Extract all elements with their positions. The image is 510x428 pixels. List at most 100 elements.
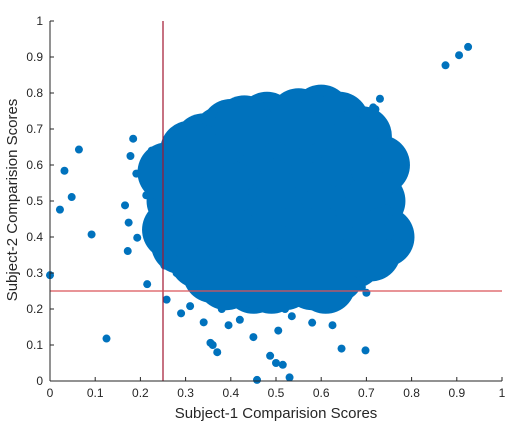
scatter-point-77	[330, 296, 339, 304]
cluster-point-62	[295, 253, 356, 314]
x-tick-label: 1	[499, 386, 506, 400]
scatter-point-78	[281, 305, 290, 313]
scatter-point-26	[224, 321, 233, 330]
scatter-point-4	[74, 145, 83, 154]
scatter-point-20	[177, 309, 186, 318]
scatter-point-45	[380, 258, 389, 267]
x-tick-label: 0.9	[448, 386, 465, 400]
scatter-point-8	[129, 134, 138, 143]
scatter-point-5	[87, 230, 96, 239]
scatter-point-86	[382, 204, 391, 213]
scatter-point-65	[165, 153, 174, 162]
scatter-point-36	[287, 312, 296, 321]
scatter-point-15	[147, 146, 156, 155]
scatter-point-83	[170, 254, 179, 263]
scatter-point-40	[337, 344, 346, 353]
scatter-point-87	[385, 186, 393, 195]
scatter-point-29	[249, 333, 258, 342]
scatter-point-16	[142, 191, 151, 200]
scatter-point-13	[123, 247, 132, 256]
scatter-point-56	[441, 61, 450, 70]
y-tick-label: 0.7	[26, 122, 43, 136]
scatter-point-12	[124, 218, 133, 227]
scatter-point-9	[126, 152, 135, 160]
y-tick-label: 0.2	[26, 302, 43, 316]
scatter-point-18	[160, 261, 169, 270]
scatter-point-68	[344, 121, 353, 130]
scatter-point-30	[253, 375, 262, 384]
y-axis-label: Subject-2 Comparision Scores	[4, 99, 21, 302]
cluster-point-60	[214, 95, 275, 156]
scatter-point-67	[353, 116, 362, 124]
scatter-point-81	[357, 283, 366, 292]
y-tick-label: 1	[36, 14, 43, 28]
scatter-point-46	[385, 238, 393, 247]
x-tick-label: 0.1	[87, 386, 104, 400]
scatter-point-32	[272, 359, 280, 367]
scatter-point-6	[102, 334, 111, 343]
y-tick-label: 0.9	[26, 50, 43, 64]
scatter-point-24	[208, 341, 217, 349]
x-tick-label: 0.2	[132, 386, 149, 400]
scatter-point-2	[60, 166, 69, 175]
scatter-point-17	[161, 179, 170, 188]
scatter-point-71	[240, 112, 249, 121]
x-tick-label: 0.8	[403, 386, 420, 400]
scatter-point-39	[328, 321, 337, 330]
scatter-point-50	[378, 159, 387, 168]
scatter-point-47	[391, 234, 400, 243]
cluster-point-61	[241, 253, 302, 314]
cluster-point-57	[340, 221, 401, 282]
scatter-point-54	[375, 94, 384, 103]
scatter-point-55	[371, 105, 380, 114]
x-axis-label: Subject-1 Comparision Scores	[175, 405, 378, 422]
scatter-point-37	[308, 318, 317, 327]
scatter-point-38	[321, 301, 330, 310]
scatter-point-22	[199, 318, 208, 327]
scatter-point-34	[285, 373, 294, 382]
y-tick-label: 0.1	[26, 338, 43, 352]
x-tick-label: 0.3	[177, 386, 194, 400]
scatter-point-89	[366, 261, 375, 270]
scatter-point-25	[213, 348, 222, 357]
scatter-point-84	[163, 233, 172, 241]
scatter-point-49	[380, 171, 389, 180]
scatter-point-52	[371, 137, 380, 146]
threshold-lines	[50, 21, 502, 381]
scatter-point-28	[235, 315, 244, 324]
y-tick-label: 0.6	[26, 158, 43, 172]
scatter-point-51	[390, 153, 399, 162]
scatter-point-69	[294, 101, 303, 110]
scatter-point-21	[186, 302, 195, 311]
scatter-point-19	[162, 295, 171, 304]
scatter-point-70	[262, 108, 271, 117]
scatter-point-27	[217, 305, 226, 313]
scatter-point-11	[121, 201, 130, 210]
scatter-point-62	[181, 128, 190, 137]
cluster-point-59	[268, 88, 329, 149]
scatter-point-88	[353, 269, 362, 277]
scatter-point-48	[385, 214, 394, 223]
scatter-point-82	[172, 269, 181, 277]
y-tick-label: 0.8	[26, 86, 43, 100]
cluster-point-55	[331, 106, 392, 167]
cluster-point-58	[151, 214, 212, 275]
scatter-point-73	[213, 290, 222, 299]
scatter-point-60	[317, 110, 326, 119]
scatter-point-14	[133, 233, 142, 242]
scatter-point-1	[55, 205, 64, 214]
points-layer	[46, 42, 473, 384]
y-tick-label: 0.5	[26, 194, 43, 208]
scatter-point-61	[204, 125, 213, 133]
scatter-point-66	[164, 168, 173, 177]
y-tick-label: 0	[36, 374, 43, 388]
x-tick-label: 0.4	[222, 386, 239, 400]
scatter-point-7	[143, 280, 152, 289]
x-tick-label: 0.6	[313, 386, 330, 400]
scatter-point-44	[371, 268, 380, 277]
scatter-point-85	[165, 207, 174, 216]
scatter-point-76	[294, 294, 303, 303]
scatter-point-74	[235, 294, 244, 303]
scatter-point-3	[67, 193, 76, 202]
